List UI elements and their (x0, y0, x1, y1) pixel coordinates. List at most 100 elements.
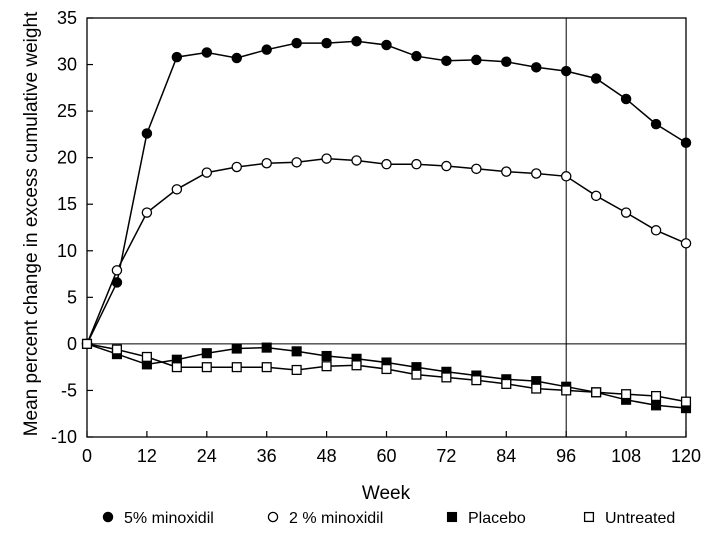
data-point (680, 238, 692, 249)
data-point (441, 160, 452, 172)
y-tick-label: 25 (57, 101, 77, 121)
legend-item: 5% minoxidil (102, 510, 214, 527)
data-point (591, 387, 602, 398)
x-tick-label: 84 (496, 446, 516, 466)
data-point (201, 47, 213, 58)
data-point (141, 351, 152, 362)
data-point (471, 163, 482, 175)
x-tick-label: 24 (197, 446, 217, 466)
data-point (680, 396, 692, 407)
data-point (590, 73, 602, 84)
data-point (261, 342, 272, 353)
y-tick-label: -5 (61, 380, 77, 400)
data-point (531, 383, 542, 394)
x-tick-label: 0 (82, 446, 92, 466)
legend-marker (102, 511, 114, 523)
legend-marker (267, 511, 279, 523)
data-point (501, 166, 512, 177)
series-1 (81, 153, 692, 350)
y-tick-label: 20 (57, 148, 77, 168)
data-point (261, 44, 272, 55)
series-3 (81, 338, 692, 407)
data-point (141, 128, 153, 139)
data-point (381, 363, 392, 375)
y-tick-label: 5 (67, 287, 77, 307)
data-point (531, 62, 542, 73)
y-tick-label: 15 (57, 194, 77, 214)
data-point (291, 37, 302, 49)
data-point (261, 362, 272, 373)
data-point (291, 364, 302, 376)
data-point (560, 65, 572, 77)
data-point (231, 362, 242, 373)
data-point (171, 362, 182, 373)
x-tick-label: 120 (671, 446, 701, 466)
y-tick-label: 0 (67, 334, 77, 354)
series-line (86, 343, 687, 409)
data-point (411, 158, 422, 170)
data-point (201, 348, 212, 359)
data-point (381, 158, 392, 170)
legend-marker (583, 511, 595, 523)
data-point (411, 50, 422, 62)
data-point (171, 51, 183, 63)
data-point (351, 360, 362, 371)
data-point (171, 184, 183, 195)
y-axis-title: Mean percent change in excess cumulative… (21, 11, 42, 436)
data-point (441, 372, 452, 383)
y-axis: -10 -5 0 5 10 15 20 25 30 35 (51, 8, 93, 447)
data-point (321, 350, 332, 362)
data-point (531, 168, 542, 179)
data-point (231, 161, 242, 173)
x-tick-label: 12 (137, 446, 157, 466)
legend-item: Placebo (446, 510, 526, 527)
series-layer (81, 36, 692, 414)
data-point (231, 52, 242, 64)
data-point (111, 265, 123, 276)
data-point (351, 36, 362, 47)
legend-item: Untreated (583, 510, 675, 527)
data-point (590, 190, 602, 202)
legend-label: 5% minoxidil (124, 510, 214, 527)
data-point (651, 390, 662, 402)
x-tick-label: 48 (317, 446, 337, 466)
x-tick-label: 108 (611, 446, 641, 466)
legend: 5% minoxidil 2 % minoxidil Placebo Untreate… (102, 510, 675, 527)
series-2 (81, 338, 692, 414)
data-point (651, 400, 662, 411)
y-tick-label: -10 (51, 427, 77, 447)
data-point (141, 207, 153, 218)
data-point (291, 157, 302, 168)
data-point (201, 362, 212, 373)
legend-item: 2 % minoxidil (267, 510, 383, 527)
x-axis: 0 12 24 36 48 60 72 84 96 108 120 (82, 431, 701, 466)
data-point (471, 54, 482, 66)
data-point (621, 389, 632, 400)
data-point (231, 343, 242, 354)
legend-marker (446, 511, 458, 523)
y-tick-label: 10 (57, 241, 77, 261)
data-point (441, 55, 452, 67)
data-point (321, 361, 332, 372)
data-point (650, 118, 662, 130)
data-point (321, 37, 332, 49)
data-point (620, 207, 632, 218)
data-point (680, 137, 692, 149)
x-tick-label: 36 (257, 446, 277, 466)
data-point (381, 39, 392, 51)
data-point (501, 56, 512, 68)
data-point (351, 155, 362, 166)
x-tick-label: 96 (556, 446, 576, 466)
y-tick-label: 30 (57, 55, 77, 75)
data-point (561, 385, 572, 396)
legend-label: 2 % minoxidil (289, 510, 383, 527)
x-axis-title: Week (362, 483, 411, 504)
data-point (201, 167, 213, 178)
legend-label: Placebo (468, 510, 526, 527)
legend-label: Untreated (605, 510, 675, 527)
data-point (560, 171, 572, 182)
data-point (261, 158, 272, 169)
x-tick-label: 60 (376, 446, 396, 466)
data-point (291, 346, 302, 357)
